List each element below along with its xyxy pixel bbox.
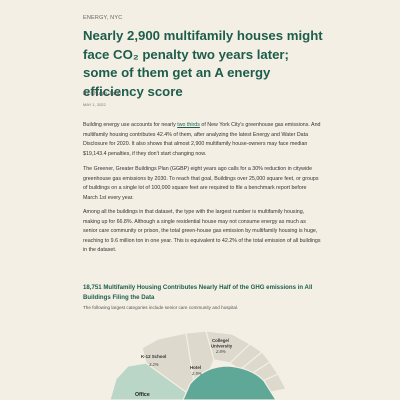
byline: By Chuqin Jiang bbox=[83, 91, 121, 97]
label-university: University bbox=[211, 344, 233, 349]
paragraph-1-text-end: of New York City's greenhouse gas emissi… bbox=[83, 122, 321, 157]
label-k12-school: K-12 School bbox=[141, 354, 166, 359]
label-college-line-2: University bbox=[211, 344, 233, 349]
article-headline: Nearly 2,900 multifamily houses might fa… bbox=[83, 28, 323, 99]
pie-slice-multifamily-housing[interactable] bbox=[182, 365, 277, 400]
paragraph-3: Among all the buildings in that dataset,… bbox=[83, 209, 321, 254]
value-k12-school: 3.2% bbox=[149, 362, 159, 367]
value-college-university: 2.8% bbox=[215, 349, 226, 354]
paragraph-1: Building energy use accounts for nearly … bbox=[83, 121, 321, 159]
publish-date: MAY 1, 2022 bbox=[83, 102, 106, 107]
paragraph-2: The Greener, Greater Buildings Plan (GGB… bbox=[83, 166, 319, 201]
label-hotel: Hotel bbox=[190, 365, 201, 370]
section-kicker[interactable]: ENERGY, NYC bbox=[83, 15, 123, 21]
label-college: College/ bbox=[212, 338, 230, 343]
label-office: Office bbox=[135, 392, 150, 398]
value-hotel: 2.9% bbox=[191, 371, 202, 376]
two-thirds-link[interactable]: two thirds bbox=[177, 122, 200, 128]
paragraph-1-text-start: Building energy use accounts for nearly bbox=[83, 122, 178, 128]
label-college-line-1: College/ bbox=[212, 338, 230, 343]
chart-title: 18,751 Multifamily Housing Contributes N… bbox=[83, 284, 313, 301]
pie-slice-college-university[interactable] bbox=[205, 330, 252, 364]
chart-subtitle: The following largest categories include… bbox=[83, 305, 239, 310]
